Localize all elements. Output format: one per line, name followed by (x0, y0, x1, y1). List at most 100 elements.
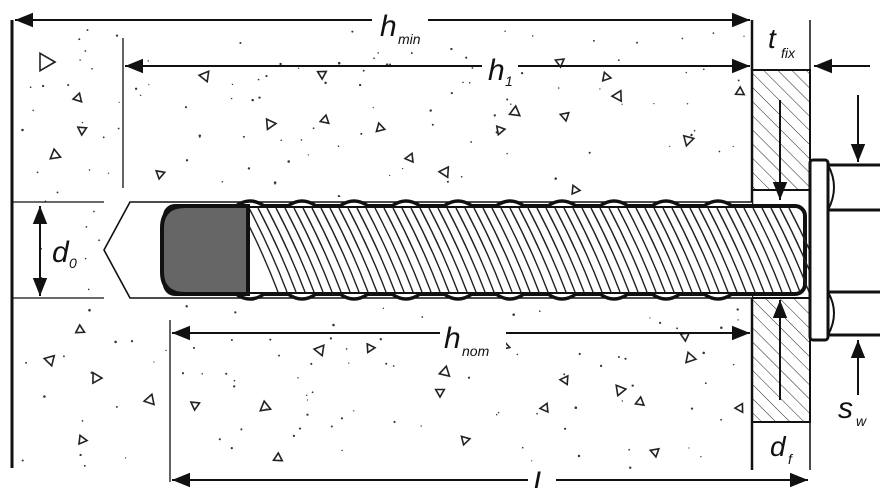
concrete-dot (504, 30, 506, 33)
concrete-dot (421, 316, 424, 318)
aggregate-stone (71, 91, 83, 103)
concrete-dot (341, 449, 343, 452)
concrete-dot (115, 405, 118, 408)
thread-crest (598, 199, 630, 208)
concrete-dot (91, 67, 93, 70)
thread-line (626, 207, 666, 293)
concrete-dot (85, 226, 88, 228)
concrete-dot (148, 84, 150, 86)
concrete-dot (393, 420, 396, 423)
concrete-dot (732, 145, 734, 148)
concrete-dot (81, 420, 84, 422)
label-s-w-main: s (838, 392, 853, 425)
aggregate-stone (571, 183, 582, 196)
concrete-dot (165, 349, 167, 352)
thread-crest (546, 199, 578, 208)
hex-head (808, 158, 880, 342)
thread-line (491, 207, 531, 293)
aggregate-stone (197, 70, 210, 84)
concrete-dot (468, 81, 471, 84)
aggregate-stone (437, 165, 450, 179)
thread-line (248, 207, 288, 293)
concrete-dot (88, 169, 91, 171)
thread-line (257, 207, 297, 293)
thread-line (599, 207, 639, 293)
aggregate-stone (74, 323, 86, 334)
aggregate-stone (460, 435, 472, 447)
thread-crest (390, 199, 422, 208)
thread-line (329, 207, 369, 293)
concrete-dot (536, 412, 538, 415)
concrete-dot (292, 434, 296, 438)
aggregate-stone (189, 401, 201, 412)
concrete-dot (465, 56, 468, 59)
label-l-main: L (533, 466, 550, 488)
thread-line (311, 207, 351, 293)
thread-line (725, 207, 765, 293)
concrete-dot (251, 98, 254, 102)
thread-line (473, 207, 513, 293)
thread-line (500, 207, 540, 293)
concrete-dot (231, 83, 234, 86)
concrete-dot (353, 410, 355, 412)
label-h-1-sub: 1 (505, 73, 513, 89)
concrete-dot (242, 135, 245, 138)
concrete-dot (531, 35, 534, 37)
concrete-dot (305, 394, 308, 397)
concrete-dot (230, 97, 233, 100)
aggregate-stone (42, 354, 56, 368)
concrete-dot (531, 460, 533, 462)
thread-crest (650, 292, 682, 301)
thread-line (770, 207, 810, 293)
concrete-dot (621, 400, 623, 402)
concrete-dot (337, 145, 340, 147)
concrete-dot (737, 79, 740, 82)
concrete-dot (690, 407, 694, 410)
thread-line (374, 207, 414, 293)
concrete-dot (98, 239, 100, 242)
aggregate-stone (265, 117, 278, 131)
label-h-min: h min (372, 6, 428, 47)
thread-line (455, 207, 495, 293)
concrete-dot (83, 464, 86, 467)
label-h-nom: h nom (440, 318, 506, 359)
concrete-dot (379, 338, 382, 341)
concrete-dot (67, 83, 70, 87)
concrete-dot (41, 84, 45, 88)
thread-line (554, 207, 594, 293)
concrete-dot (377, 52, 380, 54)
concrete-dot (90, 371, 94, 375)
concrete-dot (21, 459, 24, 462)
label-l: L (528, 466, 556, 493)
concrete-dot (495, 131, 498, 134)
thread-line (482, 207, 522, 293)
thread-line (617, 207, 657, 293)
aggregate-stone (434, 388, 446, 399)
concrete-dot (329, 337, 333, 340)
concrete-dot (578, 352, 581, 356)
thread-crest (702, 199, 734, 208)
concrete-dot (563, 373, 566, 376)
concrete-dot (521, 446, 524, 449)
concrete-dot (118, 101, 120, 103)
concrete-dot (87, 288, 90, 291)
concrete-dot (130, 340, 134, 343)
concrete-dot (688, 447, 690, 449)
thread-line (356, 207, 396, 293)
concrete-dot (337, 61, 341, 65)
concrete-dot (516, 353, 519, 356)
concrete-dot (147, 60, 149, 62)
concrete-dot (506, 98, 509, 101)
concrete-dot (372, 106, 374, 109)
aggregate-stone (615, 384, 628, 398)
concrete-dot (743, 35, 745, 37)
concrete-dot (115, 34, 119, 37)
aggregate-stone (312, 344, 325, 358)
concrete-dot (307, 154, 309, 156)
aggregate-stone (49, 147, 63, 160)
concrete-dot (358, 83, 362, 87)
thread-line (419, 207, 459, 293)
concrete-dot (348, 362, 350, 364)
label-d-0: d 0 (48, 228, 82, 271)
concrete-dot (410, 52, 413, 55)
